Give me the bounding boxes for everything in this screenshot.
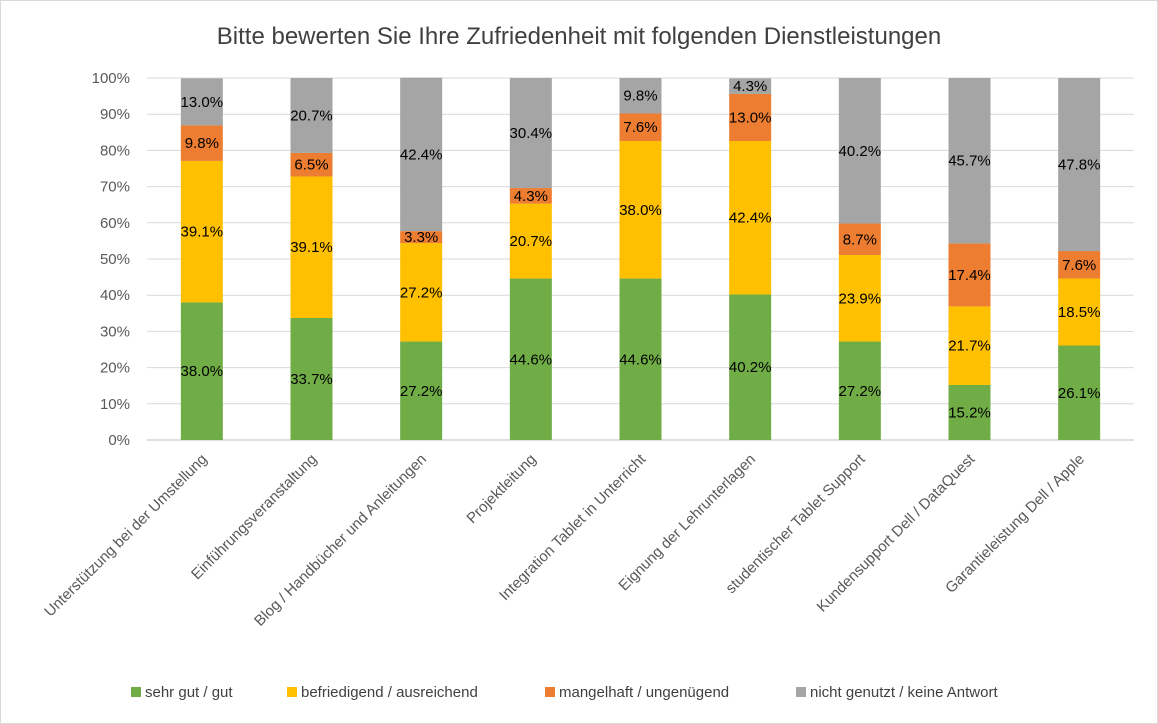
data-label: 15.2% xyxy=(948,404,991,421)
y-tick-label: 10% xyxy=(100,396,130,413)
data-label: 30.4% xyxy=(510,125,553,142)
category-label: Projektleitung xyxy=(463,451,539,527)
data-label: 39.1% xyxy=(290,239,333,256)
data-label: 27.2% xyxy=(839,383,882,400)
stacked-bar-chart: Bitte bewerten Sie Ihre Zufriedenheit mi… xyxy=(0,0,1158,724)
data-label: 7.6% xyxy=(623,119,657,136)
x-axis-categories: Unterstützung bei der UmstellungEinführu… xyxy=(41,450,1088,629)
data-label: 9.8% xyxy=(623,88,657,105)
data-label: 33.7% xyxy=(290,371,333,388)
data-label: 3.3% xyxy=(404,229,438,246)
data-label: 27.2% xyxy=(400,383,443,400)
data-label: 26.1% xyxy=(1058,385,1101,402)
data-label: 13.0% xyxy=(181,94,224,111)
legend-label: befriedigend / ausreichend xyxy=(301,684,478,701)
data-label: 44.6% xyxy=(510,351,553,368)
legend-swatch xyxy=(796,687,806,697)
data-label: 38.0% xyxy=(619,202,662,219)
data-label: 39.1% xyxy=(181,224,224,241)
legend-swatch xyxy=(287,687,297,697)
data-label: 6.5% xyxy=(294,157,328,174)
y-tick-label: 70% xyxy=(100,179,130,196)
data-label: 38.0% xyxy=(181,363,224,380)
data-label: 20.7% xyxy=(290,107,333,124)
data-label: 42.4% xyxy=(400,146,443,163)
y-tick-label: 90% xyxy=(100,106,130,123)
y-tick-label: 100% xyxy=(92,70,130,87)
data-label: 8.7% xyxy=(843,231,877,248)
y-tick-label: 20% xyxy=(100,360,130,377)
data-label: 4.3% xyxy=(514,188,548,205)
y-tick-label: 80% xyxy=(100,142,130,159)
y-tick-label: 40% xyxy=(100,287,130,304)
y-tick-label: 0% xyxy=(108,432,130,449)
legend-label: sehr gut / gut xyxy=(145,684,233,701)
y-axis-ticks: 0% 10% 20% 30% 40% 50% 60% 70% 80% 90% 100% xyxy=(92,70,130,449)
data-label: 45.7% xyxy=(948,153,991,170)
category-label: Unterstützung bei der Umstellung xyxy=(41,451,210,620)
legend-label: nicht genutzt / keine Antwort xyxy=(810,684,998,701)
chart-title: Bitte bewerten Sie Ihre Zufriedenheit mi… xyxy=(217,23,941,50)
data-label: 27.2% xyxy=(400,284,443,301)
category-label: Blog / Handbücher und Anleitungen xyxy=(251,451,430,630)
y-tick-label: 50% xyxy=(100,251,130,268)
data-label: 21.7% xyxy=(948,338,991,355)
data-label: 47.8% xyxy=(1058,157,1101,174)
legend: sehr gut / gut befriedigend / ausreichend… xyxy=(131,684,998,701)
data-label: 7.6% xyxy=(1062,257,1096,274)
data-label: 9.8% xyxy=(185,135,219,152)
y-tick-label: 60% xyxy=(100,215,130,232)
data-label: 17.4% xyxy=(948,267,991,284)
data-label: 13.0% xyxy=(729,109,772,126)
legend-swatch xyxy=(545,687,555,697)
data-label: 23.9% xyxy=(839,290,882,307)
data-label: 40.2% xyxy=(839,143,882,160)
legend-swatch xyxy=(131,687,141,697)
data-label: 40.2% xyxy=(729,359,772,376)
category-label: Einführungsveranstaltung xyxy=(188,451,320,583)
y-tick-label: 30% xyxy=(100,323,130,340)
data-label: 20.7% xyxy=(510,233,553,250)
data-label: 18.5% xyxy=(1058,304,1101,321)
data-label: 4.3% xyxy=(733,78,767,95)
data-label: 44.6% xyxy=(619,351,662,368)
data-label: 42.4% xyxy=(729,210,772,227)
legend-label: mangelhaft / ungenügend xyxy=(559,684,729,701)
